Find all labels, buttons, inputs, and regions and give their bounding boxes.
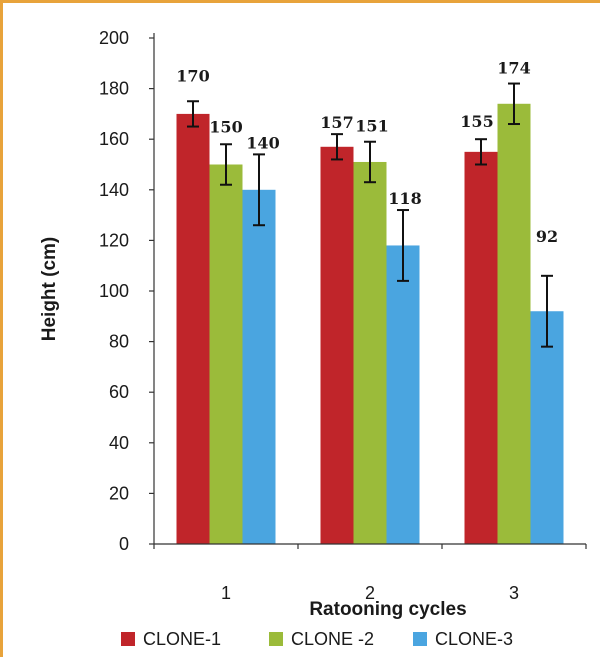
bar-clone-1 (176, 113, 210, 545)
y-tick-label: 80 (109, 332, 129, 352)
data-label: 150 (209, 117, 242, 136)
y-tick-label: 120 (99, 230, 129, 250)
legend-swatch (269, 632, 283, 646)
data-label: 118 (388, 189, 421, 208)
error-bars (187, 82, 553, 348)
x-tick-label: 3 (509, 583, 519, 603)
y-tick-label: 200 (99, 28, 129, 48)
data-label: 92 (536, 227, 558, 246)
x-axis-title: Ratooning cycles (309, 599, 466, 620)
bar-clone-1 (464, 151, 498, 544)
y-ticks: 0 20 40 60 80 100 120 140 160 180 200 (99, 28, 154, 554)
bar-clone-1 (320, 146, 354, 545)
legend-label: CLONE-1 (143, 629, 221, 649)
x-ticks: 1 2 3 (153, 544, 587, 603)
y-tick-label: 100 (99, 281, 129, 301)
legend-label: CLONE -2 (291, 629, 374, 649)
y-tick-label: 0 (119, 534, 129, 554)
data-label: 174 (497, 59, 530, 78)
legend-swatch (121, 632, 135, 646)
bar-clone-3 (530, 311, 564, 544)
y-axis-title: Height (cm) (39, 237, 60, 342)
legend-swatch (413, 632, 427, 646)
bars-layer (176, 103, 564, 545)
bar-clone-3 (242, 189, 276, 545)
y-tick-label: 140 (99, 180, 129, 200)
y-tick-label: 40 (109, 433, 129, 453)
bar-clone-2 (497, 103, 531, 544)
y-tick-label: 60 (109, 382, 129, 402)
y-tick-label: 20 (109, 483, 129, 503)
y-tick-label: 180 (99, 79, 129, 99)
axes-layer (153, 33, 586, 545)
y-tick-label: 160 (99, 129, 129, 149)
bar-clone-3 (386, 245, 420, 544)
data-label: 151 (355, 117, 388, 136)
data-label: 140 (246, 133, 279, 152)
data-label: 157 (320, 113, 353, 132)
x-tick-label: 2 (365, 583, 375, 603)
x-tick-label: 1 (221, 583, 231, 603)
bar-clone-2 (209, 164, 243, 544)
data-label: 155 (460, 112, 493, 131)
bar-clone-2 (353, 161, 387, 544)
data-label: 170 (176, 66, 209, 85)
legend: CLONE-1 CLONE -2 CLONE-3 (121, 629, 513, 649)
legend-label: CLONE-3 (435, 629, 513, 649)
